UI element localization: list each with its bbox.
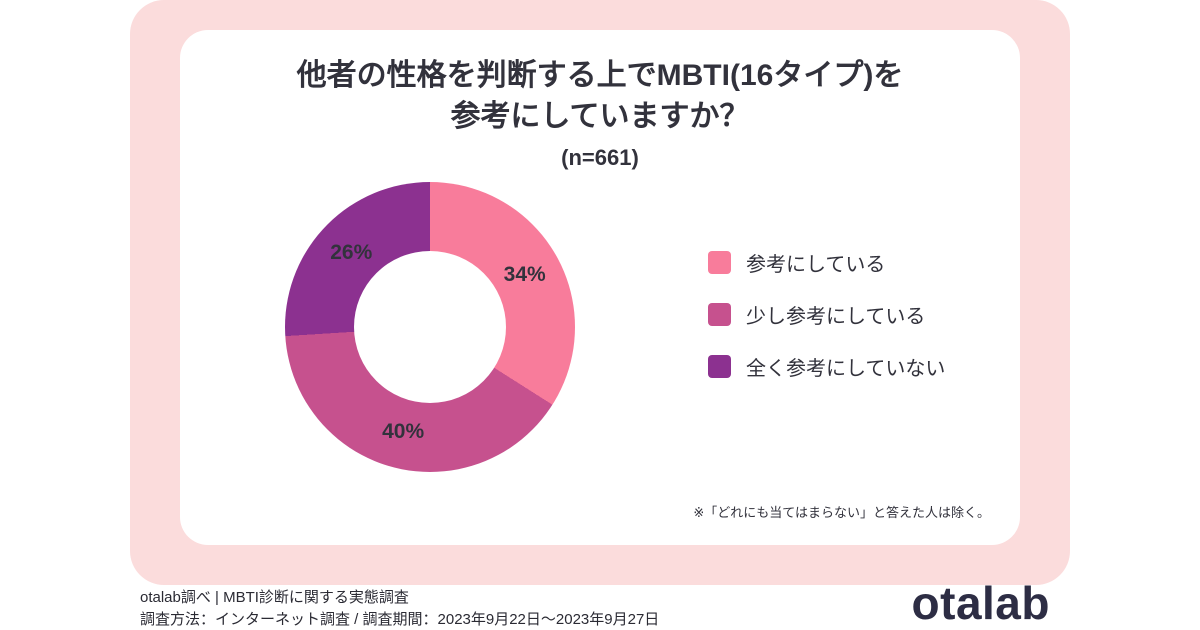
footer: otalab調べ | MBTI診断に関する実態調査 調査方法：インターネット調査… xyxy=(0,577,1200,630)
legend-label-2: 全く参考にしていない xyxy=(746,358,946,380)
footer-line1: otalab調べ | MBTI診断に関する実態調査 xyxy=(140,589,409,606)
footnote: ※「どれにも当てはまらない」と答えた人は除く。 xyxy=(693,505,990,520)
legend-label-1: 少し参考にしている xyxy=(746,306,926,328)
sample-size: (n=661) xyxy=(561,145,639,170)
chart-card: 他者の性格を判断する上でMBTI(16タイプ)を 参考にしていますか？ (n=6… xyxy=(180,30,1020,545)
legend-swatch-0 xyxy=(708,251,731,274)
slice-label-2: 26% xyxy=(330,241,373,265)
otalab-logo: otalab xyxy=(911,577,1050,629)
footer-line2: 調査方法：インターネット調査 / 調査期間：2023年9月22日〜2023年9月… xyxy=(140,610,660,628)
donut-chart: 34% 40% 26% xyxy=(285,182,575,472)
chart-title-line2: 参考にしていますか？ xyxy=(450,99,750,133)
legend: 参考にしている 少し参考にしている 全く参考にしていない xyxy=(708,248,945,381)
background-panel: 他者の性格を判断する上でMBTI(16タイプ)を 参考にしていますか？ (n=6… xyxy=(130,0,1070,585)
chart-title-line1: 他者の性格を判断する上でMBTI(16タイプ)を xyxy=(296,59,904,92)
legend-label-0: 参考にしている xyxy=(746,254,886,276)
legend-item-0: 参考にしている xyxy=(708,248,945,277)
legend-item-1: 少し参考にしている xyxy=(708,300,945,329)
slice-label-0: 34% xyxy=(503,262,546,286)
footer-credits: otalab調べ | MBTI診断に関する実態調査 調査方法：インターネット調査… xyxy=(140,587,659,630)
legend-item-2: 全く参考にしていない xyxy=(708,352,945,381)
chart-title: 他者の性格を判断する上でMBTI(16タイプ)を 参考にしていますか？ xyxy=(180,56,1020,137)
legend-swatch-2 xyxy=(708,355,731,378)
legend-swatch-1 xyxy=(708,303,731,326)
slice-label-1: 40% xyxy=(382,419,425,443)
donut-hole xyxy=(354,251,506,403)
